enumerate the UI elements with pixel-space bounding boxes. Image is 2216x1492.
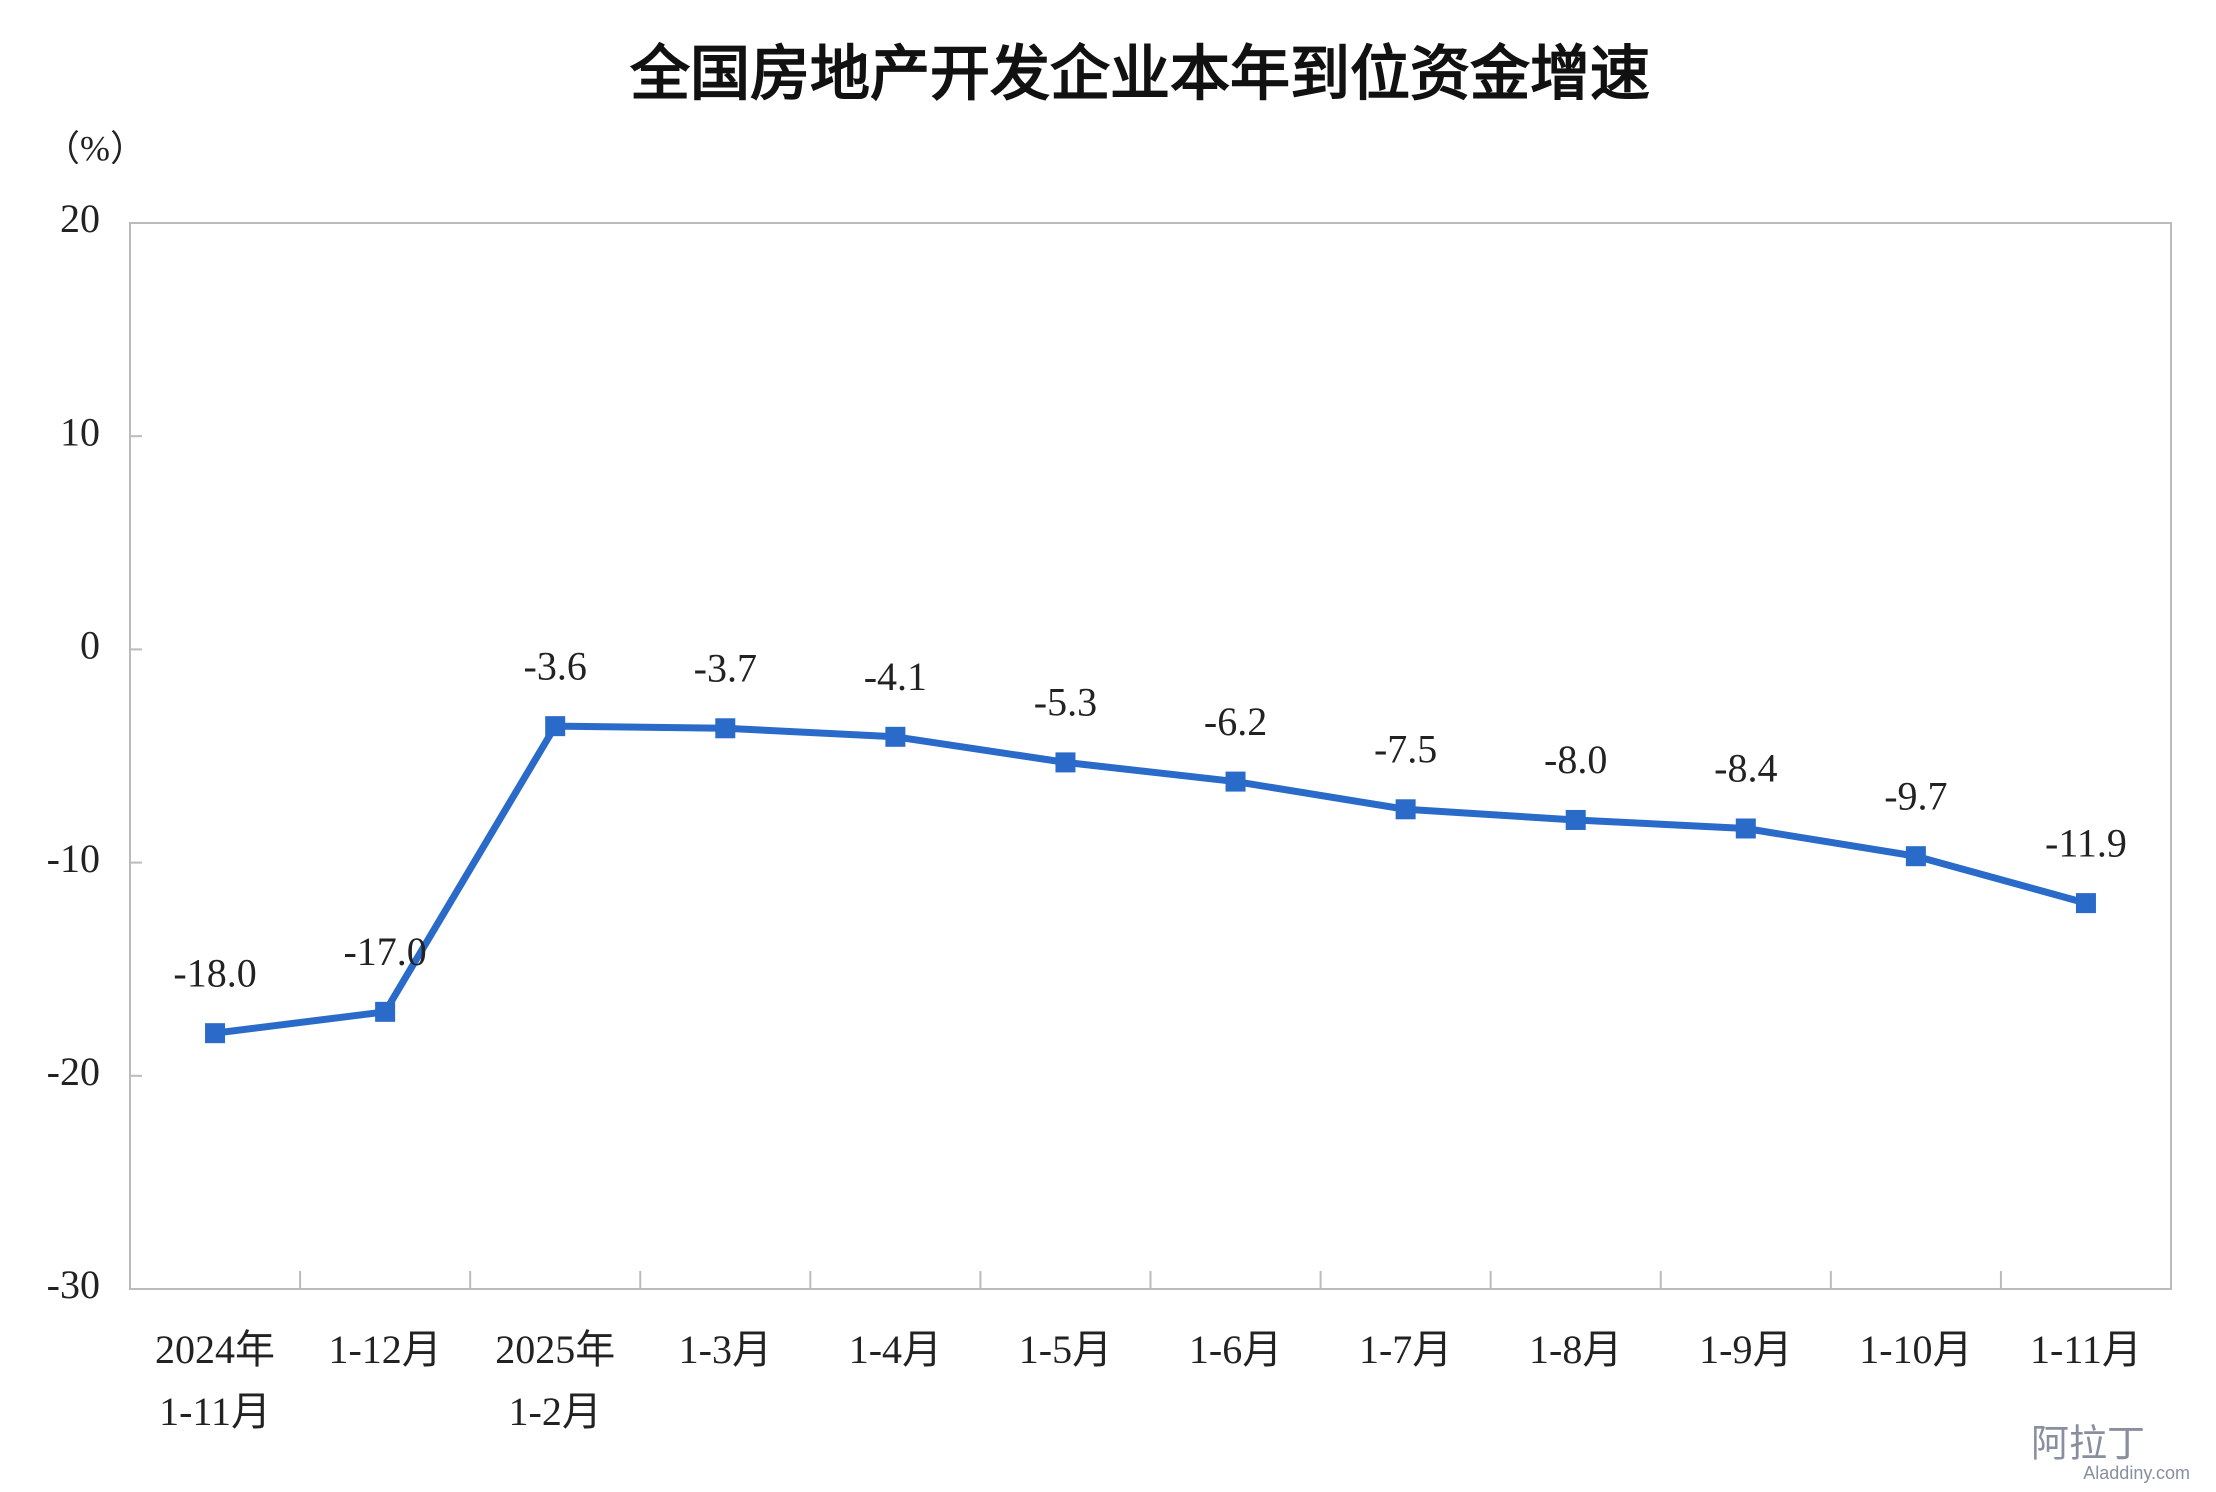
point <box>1905 846 1926 867</box>
point <box>545 716 566 737</box>
x-tick-label: 1-7月 <box>1359 1327 1452 1372</box>
data-label: -9.7 <box>1884 773 1947 818</box>
x-tick-label: 1-12月 <box>328 1327 441 1372</box>
x-tick-label: 1-4月 <box>849 1327 942 1372</box>
x-tick-label: 2025年 1-2月 <box>495 1327 615 1434</box>
x-tick-label: 1-9月 <box>1699 1327 1792 1372</box>
y-axis-label: （%） <box>44 128 146 168</box>
x-tick-label: 2024年 1-11月 <box>155 1327 275 1434</box>
x-tick-label: 1-8月 <box>1529 1327 1622 1372</box>
y-tick-label: -30 <box>47 1262 100 1307</box>
point <box>715 718 736 739</box>
watermark: 阿拉丁 <box>2031 1424 2145 1466</box>
data-label: -6.2 <box>1204 699 1267 744</box>
point <box>885 726 906 747</box>
data-label: -8.0 <box>1544 737 1607 782</box>
line <box>214 722 2087 1037</box>
x-tick-label: 1-10月 <box>1859 1327 1972 1372</box>
watermark: Aladdiny.com <box>2083 1463 2190 1483</box>
data-label: -3.7 <box>694 645 757 690</box>
x-tick-label: 1-6月 <box>1189 1327 1282 1372</box>
y-tick-label: -10 <box>47 836 100 881</box>
chart-title: 全国房地产开发企业本年到位资金增速 <box>629 40 1650 110</box>
data-label: -8.4 <box>1714 746 1777 791</box>
x-tick-label: 1-3月 <box>679 1327 772 1372</box>
point <box>1735 818 1756 839</box>
y-tick-label: 20 <box>60 196 100 241</box>
point <box>1055 752 1076 773</box>
point <box>1225 771 1246 792</box>
data-label: -18.0 <box>173 950 256 995</box>
x-tick-label: 1-11月 <box>2030 1327 2142 1372</box>
x-tick-label: 1-5月 <box>1019 1327 1112 1372</box>
y-tick-label: 10 <box>60 409 100 454</box>
data-label: -3.6 <box>524 643 587 688</box>
plot-frame <box>129 222 2172 1290</box>
point <box>375 1001 396 1022</box>
data-label: -17.0 <box>343 929 426 974</box>
point <box>1565 809 1586 830</box>
point <box>2075 893 2096 914</box>
data-label: -7.5 <box>1374 726 1437 771</box>
data-label: -11.9 <box>2045 820 2127 865</box>
data-label: -5.3 <box>1034 680 1097 725</box>
data-label: -4.1 <box>864 654 927 699</box>
y-tick-label: -20 <box>47 1049 100 1094</box>
point <box>205 1023 226 1044</box>
point <box>1395 799 1416 820</box>
y-tick-label: 0 <box>80 623 100 668</box>
